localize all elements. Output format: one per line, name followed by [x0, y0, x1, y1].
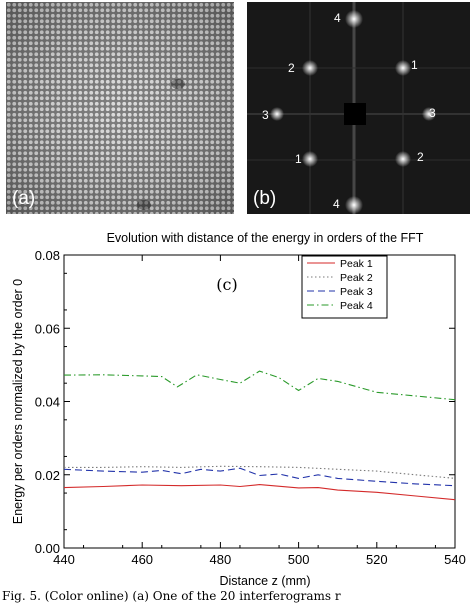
y-tick-label: 0.04	[35, 395, 60, 410]
y-tick-label: 0.06	[35, 321, 60, 336]
plot-frame	[63, 254, 456, 549]
legend-entry: Peak 4	[340, 300, 373, 312]
peak-label: 1	[411, 58, 418, 72]
y-tick-label: 0.00	[35, 541, 60, 556]
fft-peak	[302, 60, 318, 76]
peak-label: 2	[288, 61, 295, 75]
interferogram-image	[6, 2, 234, 214]
x-tick-label: 520	[366, 552, 388, 567]
panel-c-annotation: (c)	[216, 275, 237, 294]
chart-title: Evolution with distance of the energy in…	[107, 231, 424, 245]
zero-order-mask	[344, 103, 366, 125]
y-tick-label: 0.02	[35, 468, 60, 483]
peak-label: 3	[429, 106, 436, 120]
x-axis-label: Distance z (mm)	[220, 574, 311, 588]
peak-label: 4	[334, 11, 341, 25]
panel-b-tag: (b)	[253, 188, 277, 209]
x-tick-label: 460	[131, 552, 153, 567]
x-tick-label: 500	[288, 552, 310, 567]
fft-image	[247, 2, 470, 214]
peak-label: 2	[417, 150, 424, 164]
panel-a-tag: (a)	[12, 188, 36, 209]
figure-caption: Fig. 5. (Color online) (a) One of the 20…	[2, 589, 341, 603]
fft-peak	[345, 196, 363, 214]
legend-entry: Peak 3	[340, 286, 373, 298]
fft-peak	[345, 10, 363, 28]
x-tick-label: 480	[210, 552, 232, 567]
fft-peak	[422, 107, 436, 121]
legend-box	[301, 255, 388, 319]
peak-label: 4	[333, 197, 340, 211]
interferogram-panel: (a)	[6, 2, 234, 214]
fft-peak	[302, 151, 318, 167]
x-tick-label: 540	[444, 552, 466, 567]
series-line-1	[63, 484, 456, 501]
fft-panel: 4 2 1 3 3 1 2 4 (b)	[247, 2, 470, 214]
series-line-3	[63, 467, 456, 487]
fft-peak	[395, 60, 411, 76]
y-tick-label: 0.08	[35, 248, 60, 263]
fft-peak	[270, 107, 284, 121]
legend-entry: Peak 2	[340, 272, 373, 284]
y-axis-label: Energy per orders normalized by the orde…	[11, 279, 25, 524]
peak-label: 3	[262, 108, 269, 122]
series-line-4	[63, 370, 456, 401]
fft-peak	[395, 151, 411, 167]
peak-label: 1	[295, 152, 302, 166]
x-tick-label: 440	[53, 552, 75, 567]
legend-entry: Peak 1	[340, 258, 373, 270]
series-line-2	[64, 465, 456, 479]
energy-chart: Evolution with distance of the energy in…	[11, 231, 466, 588]
